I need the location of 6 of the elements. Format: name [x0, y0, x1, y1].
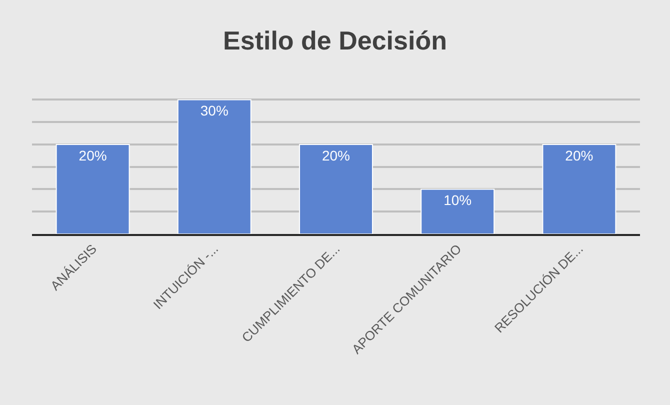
data-label: 30% — [200, 102, 228, 119]
data-label: 10% — [444, 192, 472, 208]
chart-title: Estilo de Decisión — [223, 26, 447, 56]
data-label: 20% — [322, 147, 350, 164]
data-label: 20% — [565, 147, 594, 164]
data-label: 20% — [78, 147, 107, 164]
